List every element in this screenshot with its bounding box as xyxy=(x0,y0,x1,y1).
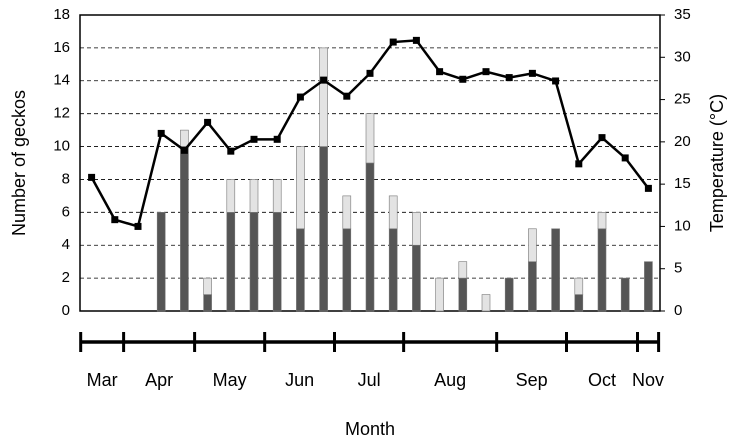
bar xyxy=(365,113,375,164)
y-axis-title: Number of geckos xyxy=(9,90,29,236)
bar xyxy=(458,277,468,312)
bar xyxy=(388,228,398,312)
bar xyxy=(319,146,328,312)
temperature-marker xyxy=(528,69,536,77)
bar xyxy=(156,212,166,312)
month-label: Jun xyxy=(285,370,314,390)
month-label: Nov xyxy=(632,370,664,390)
bar xyxy=(644,261,653,312)
bar xyxy=(597,228,607,312)
temperature-marker xyxy=(552,77,560,85)
bar xyxy=(504,277,514,312)
temperature-marker xyxy=(482,68,490,76)
month-label: May xyxy=(213,370,247,390)
temperature-marker xyxy=(343,92,351,100)
bar xyxy=(574,294,584,312)
y-tick-label: 14 xyxy=(53,72,70,89)
bar xyxy=(249,179,259,213)
bar xyxy=(180,146,189,312)
bar xyxy=(528,228,537,262)
temperature-marker xyxy=(505,74,513,82)
bar xyxy=(574,277,584,295)
temperature-marker xyxy=(644,184,652,192)
temperature-marker xyxy=(157,129,165,137)
temperature-marker xyxy=(621,154,629,162)
y-tick-label: 0 xyxy=(62,302,70,319)
bar xyxy=(551,228,560,312)
temperature-marker xyxy=(273,135,281,143)
month-label: Oct xyxy=(588,370,616,390)
temperature-marker xyxy=(459,75,467,83)
bar xyxy=(597,212,607,230)
temperature-marker xyxy=(320,76,328,84)
bar xyxy=(296,146,305,230)
bar xyxy=(388,195,398,230)
y-tick-label: 12 xyxy=(53,105,70,122)
bar xyxy=(412,212,421,246)
bar xyxy=(203,277,212,295)
y2-tick-label: 10 xyxy=(674,217,691,234)
x-axis-title: Month xyxy=(345,419,395,439)
temperature-marker xyxy=(204,118,212,126)
temperature-marker xyxy=(88,173,96,181)
y2-tick-label: 20 xyxy=(674,133,691,150)
bar xyxy=(319,47,328,147)
temperature-marker xyxy=(366,69,374,77)
bar xyxy=(342,195,352,230)
bar xyxy=(272,212,282,312)
month-label: Jul xyxy=(358,370,381,390)
bar xyxy=(272,179,282,213)
bar xyxy=(342,228,352,312)
bar xyxy=(365,162,375,312)
y2-tick-label: 30 xyxy=(674,48,691,65)
bar xyxy=(226,212,236,312)
y2-tick-label: 25 xyxy=(674,91,691,108)
y2-tick-label: 35 xyxy=(674,6,691,23)
y-tick-label: 16 xyxy=(53,39,70,56)
y-tick-label: 18 xyxy=(53,6,70,23)
bar xyxy=(180,129,189,147)
temperature-marker xyxy=(296,93,304,101)
temperature-marker xyxy=(111,216,119,224)
bar xyxy=(620,277,630,312)
y-tick-label: 4 xyxy=(62,236,70,253)
y2-tick-label: 0 xyxy=(674,302,682,319)
y-tick-label: 8 xyxy=(62,170,70,187)
temperature-marker xyxy=(575,160,583,168)
y-tick-label: 2 xyxy=(62,269,70,286)
bar xyxy=(249,212,259,312)
month-label: Sep xyxy=(516,370,548,390)
bar xyxy=(203,294,212,312)
month-label: Aug xyxy=(434,370,466,390)
month-label: Mar xyxy=(87,370,118,390)
y2-axis-title: Temperature (°C) xyxy=(707,94,727,232)
bar xyxy=(296,228,305,312)
temperature-marker xyxy=(412,36,420,44)
temperature-marker xyxy=(436,68,444,76)
y-tick-label: 6 xyxy=(62,203,70,220)
bar xyxy=(412,244,421,312)
temperature-marker xyxy=(389,38,397,46)
y-tick-label: 10 xyxy=(53,138,70,155)
temperature-marker xyxy=(250,135,258,143)
temperature-marker xyxy=(227,147,235,155)
bar xyxy=(435,277,444,312)
y2-tick-label: 15 xyxy=(674,175,691,192)
bar xyxy=(528,261,537,312)
y2-tick-label: 5 xyxy=(674,260,682,277)
temperature-marker xyxy=(598,134,606,142)
bar xyxy=(226,179,236,213)
bar xyxy=(458,261,468,279)
temperature-marker xyxy=(134,222,142,230)
temperature-marker xyxy=(180,146,188,154)
bar xyxy=(481,294,491,312)
month-label: Apr xyxy=(145,370,173,390)
